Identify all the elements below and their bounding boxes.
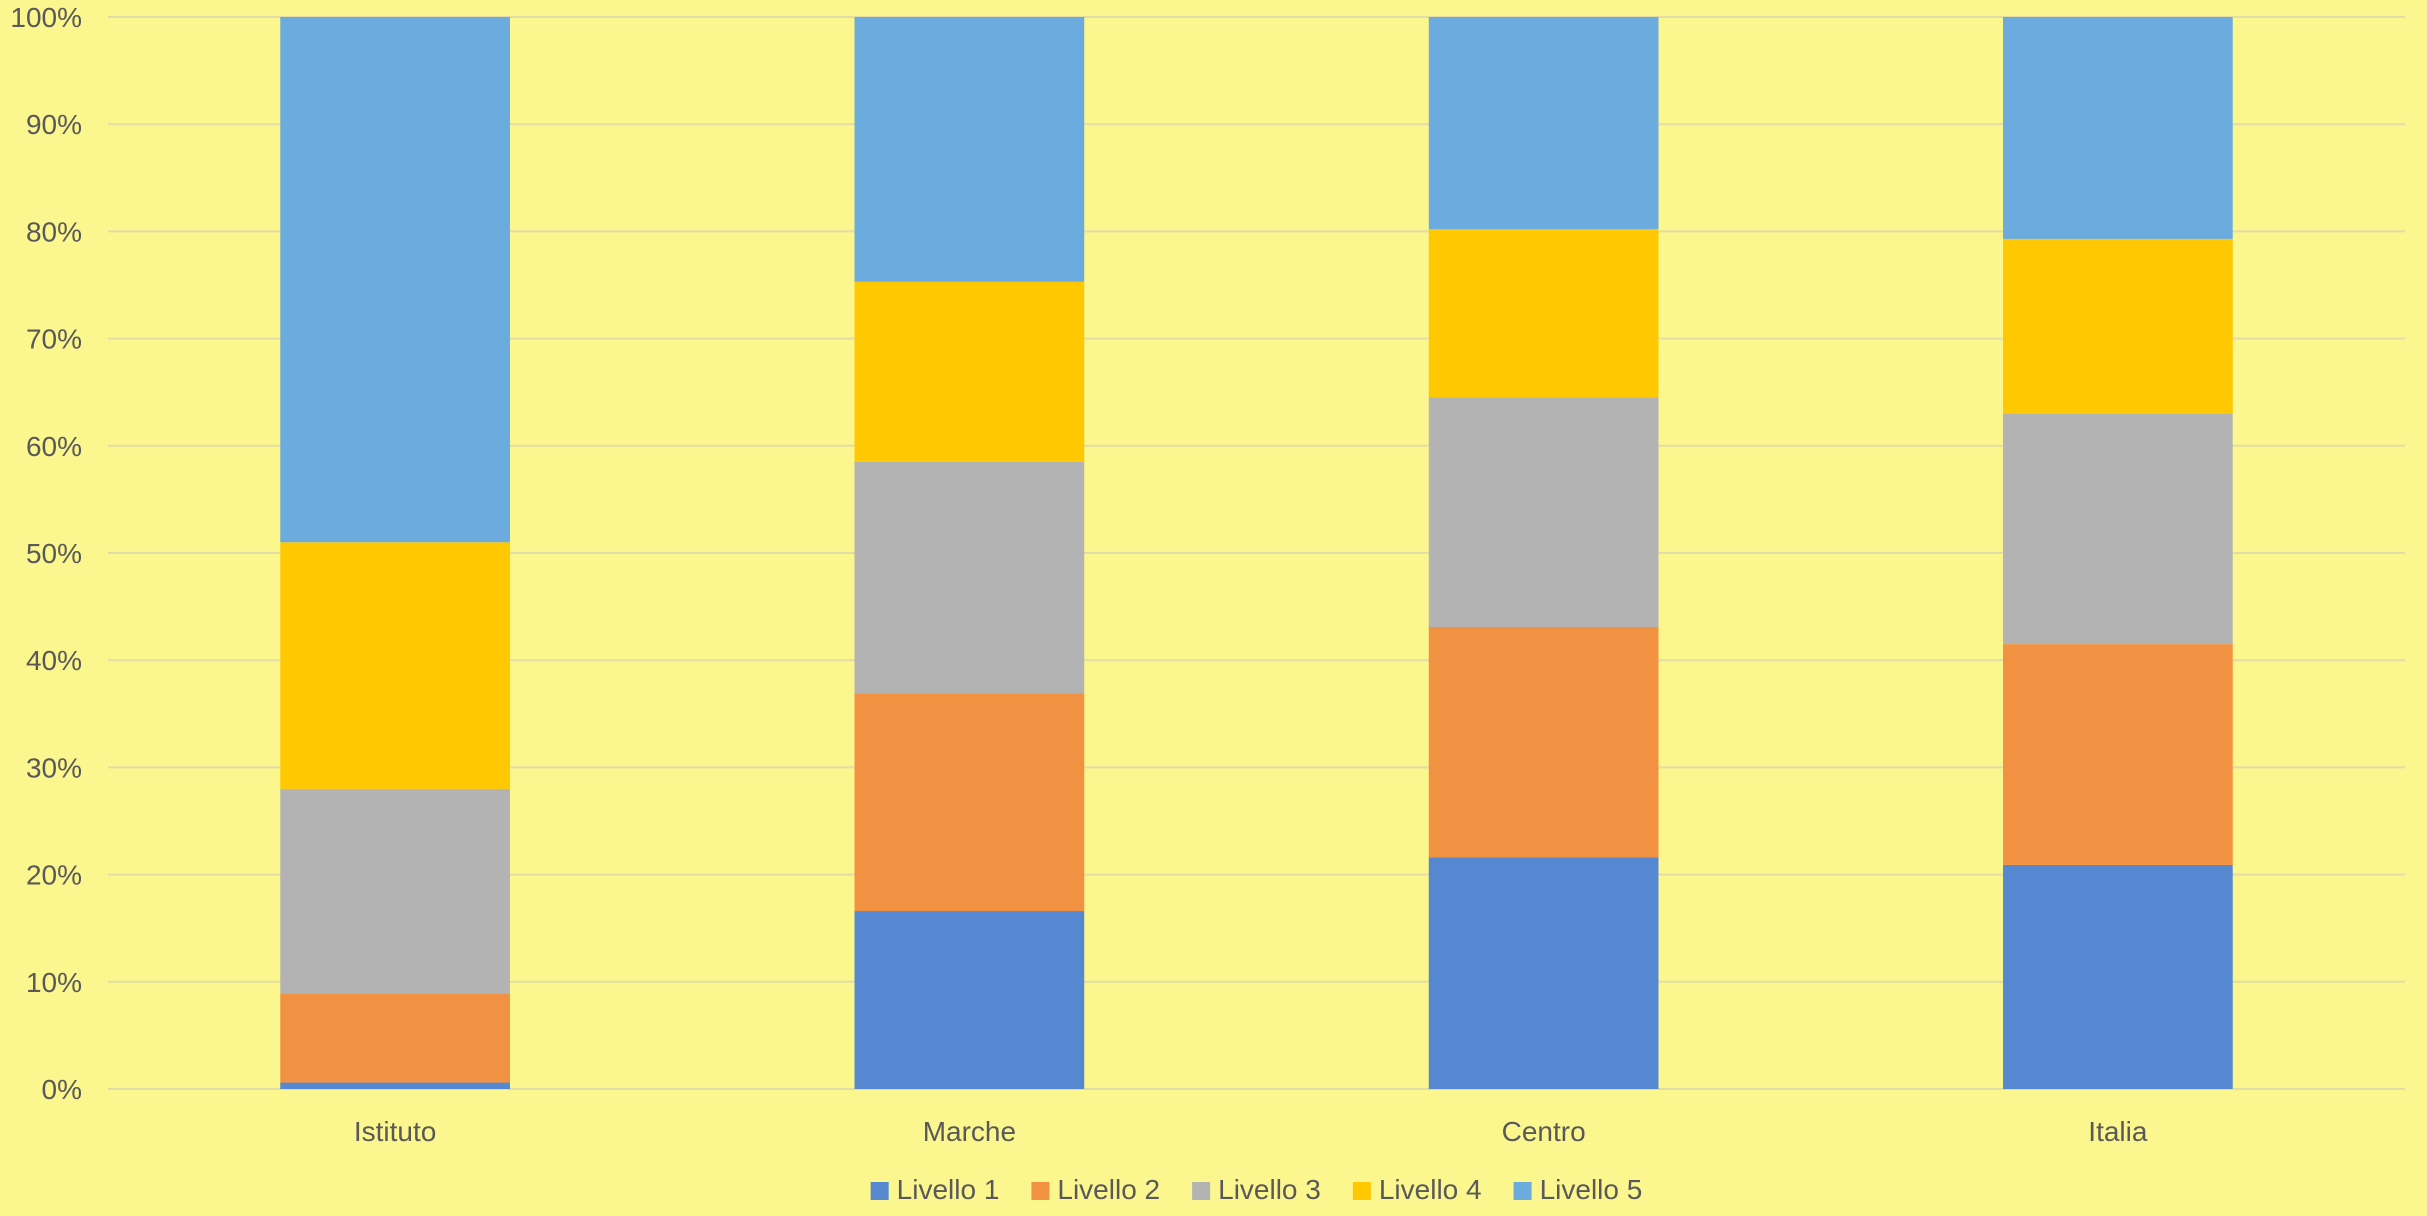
legend-item: Livello 3 <box>1192 1174 1321 1205</box>
bar-segment <box>1428 17 1659 230</box>
bar-stack <box>1428 17 1659 1089</box>
bar-segment <box>1428 626 1659 858</box>
legend-swatch <box>870 1182 889 1200</box>
bar-segment <box>854 281 1085 462</box>
x-tick-label: Italia <box>2088 1116 2148 1147</box>
legend-swatch <box>1031 1182 1050 1200</box>
legend-swatch <box>1513 1182 1532 1200</box>
x-axis-ticks: Istituto Marche Centro Italia <box>354 1116 2148 1147</box>
x-tick-label: Centro <box>1502 1116 1586 1147</box>
x-tick-label: Marche <box>923 1116 1016 1147</box>
bar-segment <box>2003 864 2233 1089</box>
x-tick-label: Istituto <box>354 1116 436 1147</box>
legend-swatch <box>1352 1182 1371 1200</box>
bar-segment <box>854 17 1085 282</box>
bar-segment <box>280 993 510 1083</box>
bar-segment <box>280 17 510 543</box>
legend-item: Livello 5 <box>1513 1174 1643 1205</box>
y-tick-label: 60% <box>26 431 82 462</box>
legend-label: Livello 4 <box>1379 1174 1482 1205</box>
bar-stack <box>854 17 1085 1089</box>
bar-segment <box>1428 397 1659 627</box>
bar-segment <box>280 542 510 789</box>
legend-label: Livello 5 <box>1540 1174 1643 1205</box>
bars <box>280 17 2233 1089</box>
bar-segment <box>854 461 1085 694</box>
bar-segment <box>2003 413 2233 645</box>
bar-segment <box>854 911 1085 1089</box>
y-tick-label: 40% <box>26 645 82 676</box>
legend-label: Livello 2 <box>1057 1174 1160 1205</box>
y-tick-label: 90% <box>26 109 82 140</box>
y-tick-label: 10% <box>26 967 82 998</box>
y-tick-label: 20% <box>26 860 82 891</box>
bar-segment <box>280 1082 510 1089</box>
y-tick-label: 80% <box>26 216 82 247</box>
y-tick-label: 50% <box>26 538 82 569</box>
bar-stack <box>2003 17 2233 1089</box>
y-axis-ticks: 0% 10% 20% 30% 40% 50% 60% 70% 80% 90% 100% <box>10 2 82 1105</box>
legend-label: Livello 1 <box>897 1174 1000 1205</box>
legend-swatch <box>1192 1182 1211 1200</box>
y-tick-label: 30% <box>26 752 82 783</box>
legend-item: Livello 1 <box>870 1174 1000 1205</box>
legend-item: Livello 4 <box>1352 1174 1482 1205</box>
y-tick-label: 70% <box>26 324 82 355</box>
legend-label: Livello 3 <box>1218 1174 1321 1205</box>
bar-stack <box>280 17 510 1089</box>
bar-segment <box>2003 17 2233 239</box>
bar-segment <box>2003 644 2233 865</box>
bar-segment <box>280 788 510 994</box>
y-tick-label: 100% <box>10 2 82 33</box>
bar-segment <box>1428 857 1659 1089</box>
legend-item: Livello 2 <box>1031 1174 1160 1205</box>
y-tick-label: 0% <box>42 1074 82 1105</box>
bar-segment <box>854 693 1085 912</box>
legend: Livello 1 Livello 2 Livello 3 Livello 4 Live… <box>870 1174 1643 1205</box>
bar-segment <box>1428 229 1659 398</box>
bar-segment <box>2003 238 2233 414</box>
